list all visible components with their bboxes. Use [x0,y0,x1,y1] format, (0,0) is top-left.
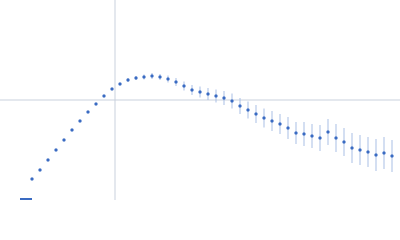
point [94,102,98,106]
point [214,94,218,98]
point [278,122,282,126]
point [262,116,266,120]
point [46,158,50,162]
point [366,150,370,154]
point [326,130,330,134]
point [158,75,162,79]
point [150,74,154,78]
point [78,119,82,123]
point [230,99,234,103]
point [110,87,114,91]
point [54,148,58,152]
point [238,104,242,108]
point [190,88,194,92]
point [198,90,202,94]
point [30,177,34,181]
point [38,168,42,172]
point [102,94,106,98]
point [134,76,138,80]
point [222,96,226,100]
point [302,132,306,136]
point [174,80,178,84]
point [318,136,322,140]
point [182,84,186,88]
point [374,153,378,157]
point [62,138,66,142]
point [246,108,250,112]
point [294,131,298,135]
point [86,110,90,114]
point [166,77,170,81]
chart [0,0,400,200]
point [310,134,314,138]
point [70,128,74,132]
point [142,75,146,79]
point [286,126,290,130]
point [118,82,122,86]
point [342,140,346,144]
point [358,148,362,152]
point [334,136,338,140]
point [382,151,386,155]
point [254,112,258,116]
point [206,92,210,96]
point [390,154,394,158]
point [126,78,130,82]
point [350,146,354,150]
point [270,119,274,123]
